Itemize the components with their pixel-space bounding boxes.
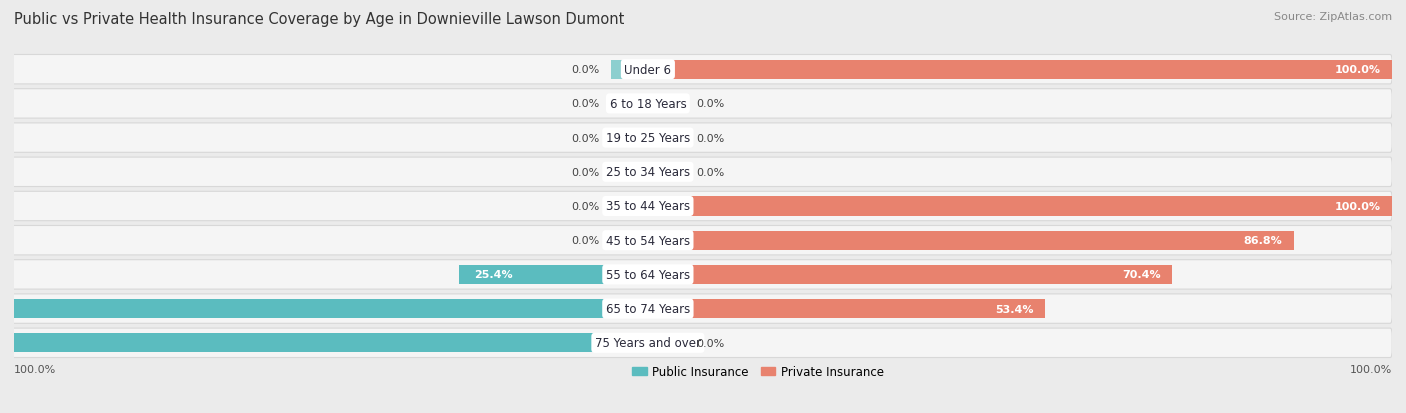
Text: Source: ZipAtlas.com: Source: ZipAtlas.com xyxy=(1274,12,1392,22)
Bar xyxy=(648,61,1392,80)
FancyBboxPatch shape xyxy=(0,123,1392,153)
Bar xyxy=(648,163,685,182)
Text: 65 to 74 Years: 65 to 74 Years xyxy=(606,302,690,316)
Text: 53.4%: 53.4% xyxy=(995,304,1033,314)
Bar xyxy=(610,163,648,182)
Bar xyxy=(610,129,648,148)
Text: 0.0%: 0.0% xyxy=(696,338,724,348)
Text: 100.0%: 100.0% xyxy=(1334,202,1381,211)
FancyBboxPatch shape xyxy=(0,90,1392,119)
FancyBboxPatch shape xyxy=(0,260,1392,290)
Text: 0.0%: 0.0% xyxy=(696,99,724,109)
Text: 86.8%: 86.8% xyxy=(1244,236,1282,246)
FancyBboxPatch shape xyxy=(0,294,1392,323)
Bar xyxy=(610,61,648,80)
Text: 0.0%: 0.0% xyxy=(571,65,599,75)
Text: 0.0%: 0.0% xyxy=(696,133,724,143)
Text: 25 to 34 Years: 25 to 34 Years xyxy=(606,166,690,179)
Bar xyxy=(648,129,685,148)
Text: Under 6: Under 6 xyxy=(624,64,672,76)
Text: 0.0%: 0.0% xyxy=(571,99,599,109)
Text: 0.0%: 0.0% xyxy=(571,133,599,143)
Bar xyxy=(648,197,1392,216)
FancyBboxPatch shape xyxy=(0,226,1392,255)
Text: 75 Years and over: 75 Years and over xyxy=(595,337,700,349)
FancyBboxPatch shape xyxy=(0,55,1392,85)
Bar xyxy=(648,333,685,352)
Bar xyxy=(610,231,648,250)
Text: 100.0%: 100.0% xyxy=(1350,364,1392,374)
FancyBboxPatch shape xyxy=(0,158,1392,187)
Bar xyxy=(648,299,1045,318)
Text: 70.4%: 70.4% xyxy=(1122,270,1160,280)
FancyBboxPatch shape xyxy=(0,192,1392,221)
Bar xyxy=(610,95,648,114)
Bar xyxy=(648,265,1171,284)
Bar xyxy=(648,95,685,114)
Text: 6 to 18 Years: 6 to 18 Years xyxy=(610,97,686,111)
Text: Public vs Private Health Insurance Coverage by Age in Downieville Lawson Dumont: Public vs Private Health Insurance Cover… xyxy=(14,12,624,27)
Text: 19 to 25 Years: 19 to 25 Years xyxy=(606,132,690,145)
Text: 35 to 44 Years: 35 to 44 Years xyxy=(606,200,690,213)
Text: 0.0%: 0.0% xyxy=(696,167,724,177)
Text: 25.4%: 25.4% xyxy=(474,270,512,280)
Bar xyxy=(648,231,1294,250)
Bar xyxy=(0,299,648,318)
Text: 45 to 54 Years: 45 to 54 Years xyxy=(606,234,690,247)
Bar xyxy=(458,265,648,284)
Text: 100.0%: 100.0% xyxy=(14,364,56,374)
Text: 0.0%: 0.0% xyxy=(571,202,599,211)
Legend: Public Insurance, Private Insurance: Public Insurance, Private Insurance xyxy=(627,360,889,383)
Text: 0.0%: 0.0% xyxy=(571,236,599,246)
Text: 55 to 64 Years: 55 to 64 Years xyxy=(606,268,690,281)
FancyBboxPatch shape xyxy=(0,328,1392,358)
Bar xyxy=(0,333,648,352)
Text: 0.0%: 0.0% xyxy=(571,167,599,177)
Bar xyxy=(610,197,648,216)
Text: 100.0%: 100.0% xyxy=(1334,65,1381,75)
